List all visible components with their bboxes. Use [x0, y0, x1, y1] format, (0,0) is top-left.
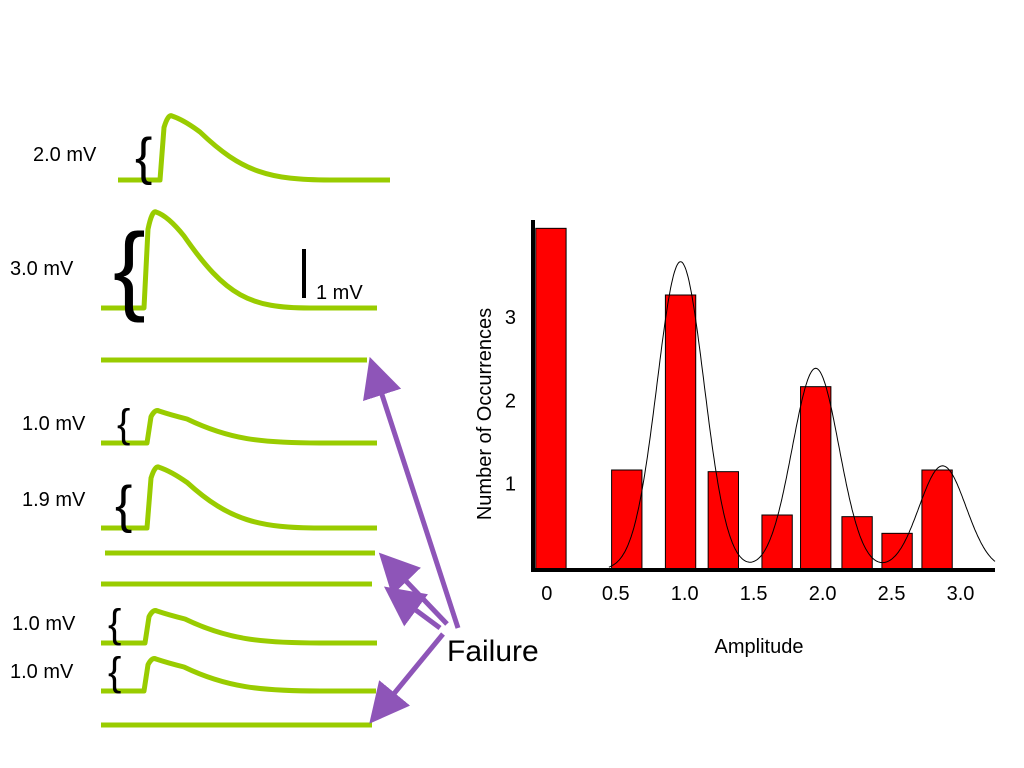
- y-tick-label: 1: [505, 474, 516, 496]
- x-tick-label: 0: [541, 583, 552, 605]
- x-tick-label: 1.0: [671, 583, 699, 605]
- y-axis-label: Number of Occurrences: [474, 308, 496, 520]
- gaussian-fit-curve: [608, 261, 996, 568]
- trace-line: [101, 464, 377, 531]
- histogram-bar: [664, 294, 697, 571]
- trace-line: [118, 113, 390, 183]
- trace-amplitude-label: 1.9 mV: [22, 489, 86, 511]
- trace-amplitude-label: 2.0 mV: [33, 144, 97, 166]
- x-axis-label: Amplitude: [715, 636, 804, 658]
- x-tick-label: 2.0: [809, 583, 837, 605]
- histogram-bar: [761, 514, 793, 571]
- trace-amplitude-label: 1.0 mV: [10, 661, 74, 683]
- histogram-bar: [921, 469, 953, 571]
- trace-amplitude-label: 1.0 mV: [22, 413, 86, 435]
- y-tick-label: 2: [505, 390, 516, 412]
- amplitude-brace-icon: {: [108, 602, 121, 646]
- failure-annotation: Failure: [363, 356, 539, 724]
- x-tick-label: 1.5: [740, 583, 768, 605]
- epsp-trace: 1.9 mV {: [22, 464, 377, 534]
- epsp-traces-panel: 2.0 mV {3.0 mV {1.0 mV {1.9 mV {1.0 mV {1.0 m…: [10, 113, 390, 728]
- amplitude-brace-icon: {: [108, 650, 121, 694]
- epsp-trace: 1.0 mV {: [10, 650, 376, 694]
- amplitude-brace-icon: {: [113, 213, 146, 323]
- trace-line: [101, 408, 377, 446]
- epsp-trace: 2.0 mV {: [33, 113, 390, 186]
- scale-bar-label: 1 mV: [316, 282, 363, 304]
- histogram-bar: [535, 227, 567, 571]
- failure-label: Failure: [447, 635, 539, 668]
- trace-amplitude-label: 1.0 mV: [12, 613, 76, 635]
- x-tick-label: 0.5: [602, 583, 630, 605]
- scale-bar: 1 mV: [302, 249, 363, 304]
- trace-line: [101, 608, 377, 646]
- histogram-bar: [800, 386, 832, 571]
- x-tick-label: 3.0: [947, 583, 975, 605]
- histogram-bar: [841, 516, 873, 571]
- amplitude-brace-icon: {: [117, 402, 130, 446]
- amplitude-brace-icon: {: [115, 476, 132, 534]
- epsp-trace: 1.0 mV {: [12, 602, 377, 646]
- failure-arrow: [369, 632, 445, 724]
- trace-line: [101, 209, 377, 311]
- epsp-trace: 1.0 mV {: [22, 402, 377, 446]
- amplitude-brace-icon: {: [135, 128, 152, 186]
- trace-line: [101, 656, 376, 694]
- epsp-trace: 3.0 mV {: [10, 209, 377, 323]
- y-tick-label: 3: [505, 307, 516, 329]
- histogram-bar: [707, 471, 739, 571]
- failure-arrow: [363, 356, 461, 629]
- histogram-bar: [611, 469, 643, 571]
- trace-amplitude-label: 3.0 mV: [10, 258, 74, 280]
- x-tick-label: 2.5: [878, 583, 906, 605]
- amplitude-histogram: Number of Occurrences Amplitude 0 0.5 1.0 1…: [474, 220, 996, 658]
- failure-arrow: [383, 586, 442, 631]
- histogram-bar: [881, 532, 913, 571]
